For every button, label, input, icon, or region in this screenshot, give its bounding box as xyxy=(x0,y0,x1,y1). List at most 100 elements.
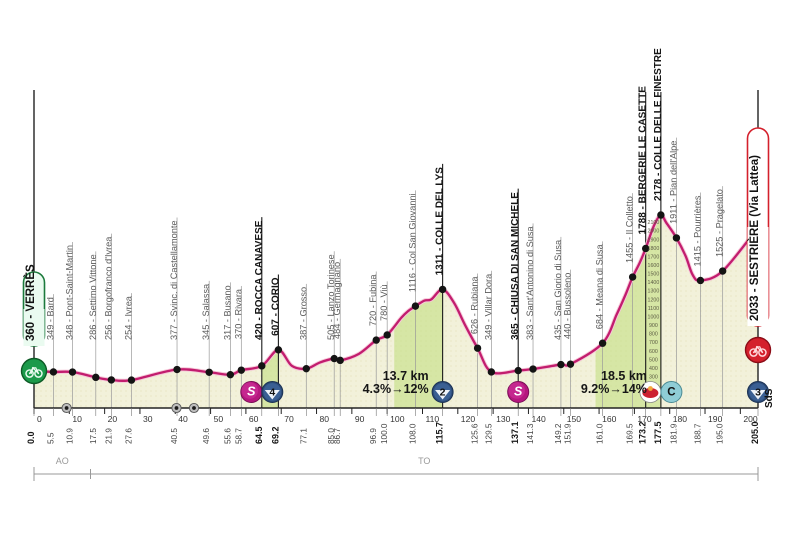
svg-text:4.3%→12%: 4.3%→12% xyxy=(363,382,429,396)
svg-text:1200: 1200 xyxy=(648,297,660,303)
svg-text:90: 90 xyxy=(355,414,365,424)
svg-text:161.0: 161.0 xyxy=(596,423,605,444)
svg-text:77.1: 77.1 xyxy=(299,428,308,444)
svg-text:30: 30 xyxy=(143,414,153,424)
svg-text:600: 600 xyxy=(649,349,658,355)
svg-text:58.7: 58.7 xyxy=(234,428,243,444)
svg-text:70: 70 xyxy=(284,414,294,424)
svg-text:400: 400 xyxy=(649,366,658,372)
svg-text:129.5: 129.5 xyxy=(484,423,493,444)
svg-text:181.9: 181.9 xyxy=(669,423,678,444)
svg-text:177.5: 177.5 xyxy=(653,421,663,444)
svg-text:173.2: 173.2 xyxy=(638,421,648,444)
svg-text:40.5: 40.5 xyxy=(170,428,179,444)
svg-text:1911 - Pian dell'Alpe: 1911 - Pian dell'Alpe xyxy=(668,141,678,224)
svg-text:720 - Fubina: 720 - Fubina xyxy=(368,274,378,326)
svg-text:9.2%→14%: 9.2%→14% xyxy=(581,382,647,396)
svg-text:420 - ROCCA CANAVESE: 420 - ROCCA CANAVESE xyxy=(254,220,265,340)
svg-text:700: 700 xyxy=(649,340,658,346)
svg-text:1300: 1300 xyxy=(648,289,660,295)
svg-text:160: 160 xyxy=(602,414,617,424)
svg-text:1525 - Pragelato: 1525 - Pragelato xyxy=(715,189,725,257)
svg-text:1100: 1100 xyxy=(648,306,659,312)
svg-text:125.6: 125.6 xyxy=(471,423,480,444)
svg-text:626 - Rubiana: 626 - Rubiana xyxy=(470,276,480,335)
svg-text:180: 180 xyxy=(673,414,688,424)
svg-text:SdS: SdS xyxy=(764,388,775,408)
svg-text:115.7: 115.7 xyxy=(435,422,445,444)
svg-text:684 - Meana di Susa: 684 - Meana di Susa xyxy=(595,244,605,330)
svg-text:64.5: 64.5 xyxy=(254,426,264,444)
svg-text:96.9: 96.9 xyxy=(369,428,378,444)
svg-text:383 - Sant'Antonino di Susa: 383 - Sant'Antonino di Susa xyxy=(525,225,535,340)
svg-text:17.5: 17.5 xyxy=(89,428,98,444)
svg-text:190: 190 xyxy=(708,414,723,424)
svg-text:1455 - Il Colletto: 1455 - Il Colletto xyxy=(625,196,635,263)
svg-text:0.0: 0.0 xyxy=(26,431,36,444)
svg-text:13.7 km: 13.7 km xyxy=(383,369,429,383)
svg-text:3: 3 xyxy=(755,386,761,398)
svg-text:1900: 1900 xyxy=(648,237,660,243)
svg-text:10.9: 10.9 xyxy=(66,428,75,444)
svg-text:1800: 1800 xyxy=(648,246,660,252)
svg-text:149.2: 149.2 xyxy=(554,423,563,444)
svg-text:1000: 1000 xyxy=(648,315,660,321)
svg-text:0: 0 xyxy=(37,414,42,424)
svg-text:349 - Bard: 349 - Bard xyxy=(45,297,55,340)
svg-text:1500: 1500 xyxy=(648,272,660,278)
svg-text:195.0: 195.0 xyxy=(716,423,725,444)
svg-text:S: S xyxy=(514,385,523,399)
svg-text:10: 10 xyxy=(72,414,82,424)
svg-text:60: 60 xyxy=(249,414,259,424)
svg-text:50: 50 xyxy=(214,414,224,424)
svg-text:5.5: 5.5 xyxy=(46,432,55,444)
svg-text:440 - Bussoleno: 440 - Bussoleno xyxy=(562,273,572,339)
svg-text:69.2: 69.2 xyxy=(270,426,280,444)
svg-text:286 - Settimo Vittone: 286 - Settimo Vittone xyxy=(88,254,98,340)
svg-text:40: 40 xyxy=(178,414,188,424)
svg-text:137.1: 137.1 xyxy=(510,421,520,444)
svg-text:2: 2 xyxy=(440,386,446,398)
svg-text:377 - Svinc. di Castellamonte: 377 - Svinc. di Castellamonte xyxy=(169,221,179,341)
svg-text:141.3: 141.3 xyxy=(526,423,535,444)
svg-text:100.0: 100.0 xyxy=(380,423,389,444)
svg-text:27.6: 27.6 xyxy=(124,428,133,444)
svg-text:1600: 1600 xyxy=(648,263,660,269)
svg-text:AO: AO xyxy=(56,456,69,466)
svg-text:2033 - SESTRIÈRE (Via Lattea): 2033 - SESTRIÈRE (Via Lattea) xyxy=(748,155,761,321)
svg-text:C: C xyxy=(667,387,675,399)
svg-text:80: 80 xyxy=(320,414,330,424)
svg-text:100: 100 xyxy=(390,414,405,424)
svg-text:780 - Viù: 780 - Viù xyxy=(379,284,389,321)
svg-text:256 - Borgofranco d'Ivrea: 256 - Borgofranco d'Ivrea xyxy=(103,236,113,340)
svg-text:1700: 1700 xyxy=(648,254,660,260)
svg-text:18.5 km: 18.5 km xyxy=(601,369,647,383)
svg-text:2100: 2100 xyxy=(648,220,660,226)
svg-text:1116 - Col San Giovanni: 1116 - Col San Giovanni xyxy=(407,193,417,292)
svg-text:800: 800 xyxy=(649,332,658,338)
svg-text:21.9: 21.9 xyxy=(104,428,113,444)
svg-text:370 - Rivara: 370 - Rivara xyxy=(233,288,243,339)
svg-text:108.0: 108.0 xyxy=(408,423,417,444)
svg-text:387 - Grosso: 387 - Grosso xyxy=(298,287,308,340)
svg-text:435 - San Giorio di Susa: 435 - San Giorio di Susa xyxy=(553,239,563,340)
svg-text:349 - Villar Dora: 349 - Villar Dora xyxy=(483,273,493,340)
svg-text:300: 300 xyxy=(649,375,658,381)
svg-text:49.6: 49.6 xyxy=(202,428,211,444)
svg-text:607 - CORIO: 607 - CORIO xyxy=(270,277,281,336)
svg-text:188.7: 188.7 xyxy=(693,423,702,444)
svg-text:360 - VERRÈS: 360 - VERRÈS xyxy=(24,264,37,341)
svg-text:1415 - Pourrières: 1415 - Pourrières xyxy=(692,195,702,266)
svg-text:20: 20 xyxy=(108,414,118,424)
svg-text:150: 150 xyxy=(567,414,582,424)
svg-text:1400: 1400 xyxy=(648,280,660,286)
svg-text:86.7: 86.7 xyxy=(333,428,342,444)
svg-text:900: 900 xyxy=(649,323,658,329)
svg-text:1311 - COLLE DEL LYS: 1311 - COLLE DEL LYS xyxy=(435,167,446,276)
svg-text:254 - Ivrea: 254 - Ivrea xyxy=(123,295,133,340)
svg-text:TO: TO xyxy=(418,456,430,466)
svg-text:2000: 2000 xyxy=(648,229,660,235)
svg-text:1788 - BERGERIE LE CASETTE: 1788 - BERGERIE LE CASETTE xyxy=(638,86,649,235)
svg-text:169.5: 169.5 xyxy=(626,423,635,444)
svg-text:205.0: 205.0 xyxy=(750,421,760,444)
